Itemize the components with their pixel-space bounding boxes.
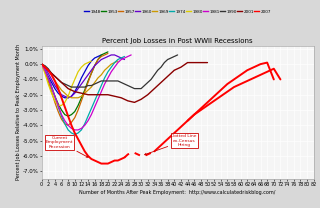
- Text: Current
Employment
Recession: Current Employment Recession: [46, 136, 88, 157]
- Legend: 1948, 1953, 1957, 1960, 1969, 1974, 1980, 1981, 1990, 2001, 2007: 1948, 1953, 1957, 1960, 1969, 1974, 1980…: [83, 8, 272, 15]
- Title: Percent Job Losses in Post WWII Recessions: Percent Job Losses in Post WWII Recessio…: [102, 38, 253, 44]
- Text: Dotted Line
ex-Census
Hiring: Dotted Line ex-Census Hiring: [145, 134, 197, 155]
- Y-axis label: Percent Job Losses Relative to Peak Employment Month: Percent Job Losses Relative to Peak Empl…: [16, 44, 21, 180]
- X-axis label: Number of Months After Peak Employment:  http://www.calculatedriskblog.com/: Number of Months After Peak Employment: …: [79, 190, 276, 195]
